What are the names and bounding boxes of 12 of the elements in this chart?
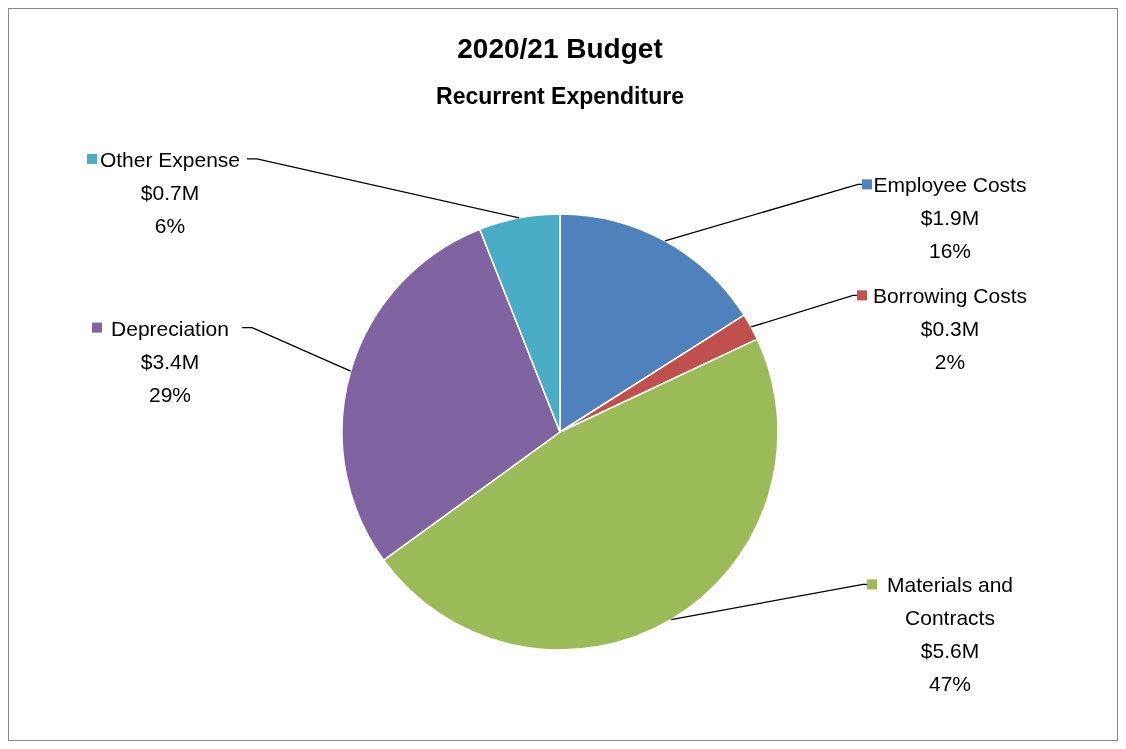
- data-label: $1.9M 16%: [920, 206, 980, 263]
- data-label: $0.3M 2%: [920, 317, 980, 374]
- legend-label: Other Expense: [99, 147, 241, 171]
- data-label: $3.4M 29%: [140, 349, 200, 406]
- legend-label: Depreciation: [111, 316, 229, 340]
- legend-label: Borrowing Costs: [872, 284, 1028, 308]
- data-label: $5.6M 47%: [920, 639, 980, 696]
- legend-label: Employee Costs: [873, 173, 1027, 197]
- chart-title: 2020/21 Budget: [457, 33, 663, 64]
- chart-subtitle: Recurrent Expenditure: [436, 83, 684, 109]
- legend-label: Materials and Contracts: [886, 573, 1014, 630]
- data-label: $0.7M 6%: [140, 180, 200, 237]
